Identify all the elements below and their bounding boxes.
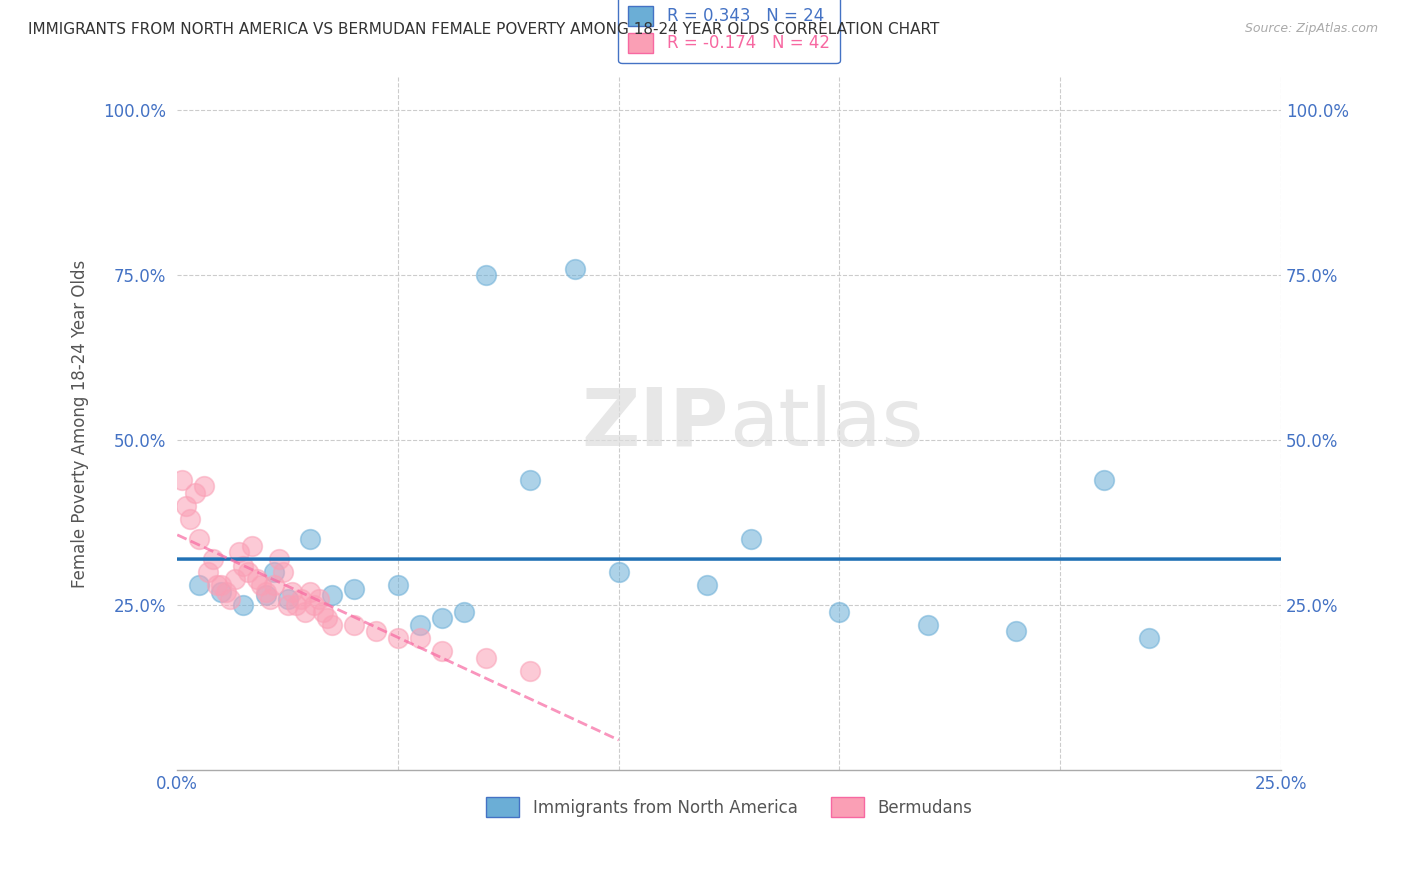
Point xyxy=(430,644,453,658)
Point xyxy=(219,591,242,606)
Point xyxy=(209,585,232,599)
Point xyxy=(188,578,211,592)
Legend: Immigrants from North America, Bermudans: Immigrants from North America, Bermudans xyxy=(479,790,979,824)
Point xyxy=(519,664,541,678)
Point xyxy=(298,585,321,599)
Point xyxy=(302,598,325,612)
Point xyxy=(343,582,366,596)
Point xyxy=(267,552,290,566)
Point xyxy=(321,588,343,602)
Point xyxy=(564,261,586,276)
Point xyxy=(1137,631,1160,645)
Text: IMMIGRANTS FROM NORTH AMERICA VS BERMUDAN FEMALE POVERTY AMONG 18-24 YEAR OLDS C: IMMIGRANTS FROM NORTH AMERICA VS BERMUDA… xyxy=(28,22,939,37)
Point xyxy=(828,605,851,619)
Point xyxy=(1092,473,1115,487)
Point xyxy=(246,572,269,586)
Point xyxy=(205,578,228,592)
Point xyxy=(259,591,281,606)
Point xyxy=(696,578,718,592)
Point xyxy=(316,611,339,625)
Point xyxy=(308,591,330,606)
Point xyxy=(184,486,207,500)
Point xyxy=(281,585,304,599)
Point xyxy=(475,268,498,283)
Point xyxy=(475,651,498,665)
Point xyxy=(298,532,321,546)
Point xyxy=(209,578,232,592)
Point xyxy=(1005,624,1028,639)
Point xyxy=(263,565,285,579)
Point xyxy=(277,598,299,612)
Point xyxy=(179,512,201,526)
Point xyxy=(228,545,250,559)
Point xyxy=(193,479,215,493)
Point xyxy=(409,631,432,645)
Point xyxy=(607,565,630,579)
Point xyxy=(224,572,246,586)
Point xyxy=(917,618,939,632)
Point xyxy=(263,578,285,592)
Point xyxy=(321,618,343,632)
Point xyxy=(519,473,541,487)
Point xyxy=(294,605,316,619)
Point xyxy=(197,565,219,579)
Y-axis label: Female Poverty Among 18-24 Year Olds: Female Poverty Among 18-24 Year Olds xyxy=(72,260,89,588)
Point xyxy=(312,605,335,619)
Point xyxy=(232,598,254,612)
Point xyxy=(240,539,263,553)
Point xyxy=(290,591,312,606)
Point xyxy=(250,578,273,592)
Point xyxy=(343,618,366,632)
Point xyxy=(232,558,254,573)
Point xyxy=(201,552,224,566)
Point xyxy=(236,565,259,579)
Point xyxy=(364,624,387,639)
Point xyxy=(170,473,193,487)
Point xyxy=(409,618,432,632)
Text: Source: ZipAtlas.com: Source: ZipAtlas.com xyxy=(1244,22,1378,36)
Point xyxy=(188,532,211,546)
Point xyxy=(740,532,762,546)
Point xyxy=(174,499,197,513)
Point xyxy=(277,591,299,606)
Point xyxy=(387,578,409,592)
Point xyxy=(430,611,453,625)
Text: ZIP: ZIP xyxy=(582,384,730,463)
Point xyxy=(285,598,308,612)
Point xyxy=(215,585,238,599)
Point xyxy=(254,588,277,602)
Point xyxy=(271,565,294,579)
Point xyxy=(453,605,475,619)
Text: atlas: atlas xyxy=(730,384,924,463)
Point xyxy=(387,631,409,645)
Point xyxy=(254,585,277,599)
